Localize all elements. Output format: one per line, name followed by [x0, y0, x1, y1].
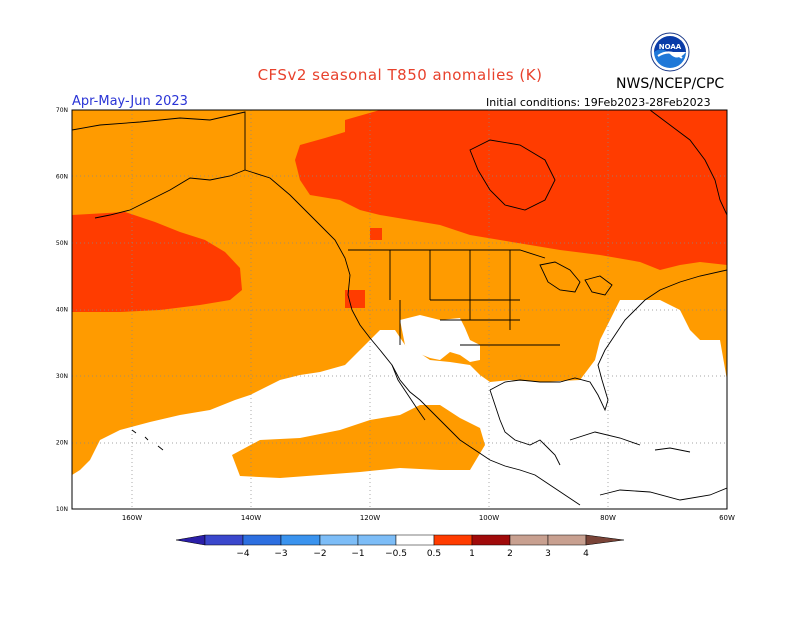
anomaly-patch-bc	[370, 228, 382, 240]
longitude-label: 80W	[600, 514, 616, 522]
colorbar-segment	[319, 534, 359, 546]
colorbar-label: 2	[507, 549, 513, 559]
colorbar-segment	[433, 534, 473, 546]
colorbar-label: −1	[351, 549, 364, 559]
longitude-label: 140W	[241, 514, 261, 522]
colorbar-label: −0.5	[385, 549, 407, 559]
agency-label: NWS/NCEP/CPC	[616, 76, 725, 92]
colorbar-label: −4	[236, 549, 250, 559]
longitude-label: 120W	[360, 514, 380, 522]
latitude-label: 30N	[56, 373, 68, 380]
longitude-label: 100W	[479, 514, 499, 522]
latitude-label: 60N	[56, 174, 68, 181]
svg-text:NOAA: NOAA	[659, 43, 682, 51]
latitude-label: 20N	[56, 440, 68, 447]
anomaly-region-1-2-pacific	[72, 212, 242, 312]
colorbar-segment	[547, 534, 587, 546]
season-label: Apr-May-Jun 2023	[72, 94, 188, 109]
latitude-label: 40N	[56, 307, 68, 314]
coastlines	[72, 110, 727, 506]
latitude-label: 50N	[56, 240, 68, 247]
colorbar-label: 4	[583, 549, 589, 559]
longitude-label: 60W	[719, 514, 735, 522]
colorbar-segment	[471, 534, 511, 546]
anomaly-region-0.5-1-south	[232, 405, 485, 478]
map-frame	[71, 109, 728, 510]
colorbar-label: 3	[545, 549, 551, 559]
neutral-region-sw-us	[400, 315, 480, 362]
initial-conditions: Initial conditions: 19Feb2023-28Feb2023	[486, 96, 711, 109]
colorbar-label: 0.5	[427, 549, 441, 559]
colorbar-segment	[204, 534, 244, 546]
colorbar-segment	[280, 534, 321, 546]
anomaly-region-1-2-north	[295, 110, 727, 270]
colorbar-segment	[357, 534, 397, 546]
latitude-label: 10N	[56, 506, 68, 513]
colorbar-segment	[509, 534, 549, 546]
noaa-logo-icon: NOAA	[650, 32, 690, 72]
latitude-labels: 70N 60N 50N 40N 30N 20N 10N	[56, 107, 68, 513]
colorbar: −4 −3 −2 −1 −0.5 0.5 1 2 3 4	[175, 534, 625, 559]
colorbar-segment	[242, 534, 282, 546]
map-title: CFSv2 seasonal T850 anomalies (K)	[257, 66, 543, 84]
latitude-label: 70N	[56, 107, 68, 114]
longitude-label: 160W	[122, 514, 142, 522]
colorbar-label: −3	[274, 549, 287, 559]
colorbar-label: −2	[313, 549, 326, 559]
colorbar-arrow-high	[585, 534, 625, 546]
longitude-labels: 160W 140W 120W 100W 80W 60W	[122, 514, 735, 522]
gridlines	[72, 110, 727, 509]
colorbar-segment	[395, 534, 435, 546]
colorbar-label: 1	[469, 549, 475, 559]
colorbar-arrow-low	[175, 534, 206, 546]
